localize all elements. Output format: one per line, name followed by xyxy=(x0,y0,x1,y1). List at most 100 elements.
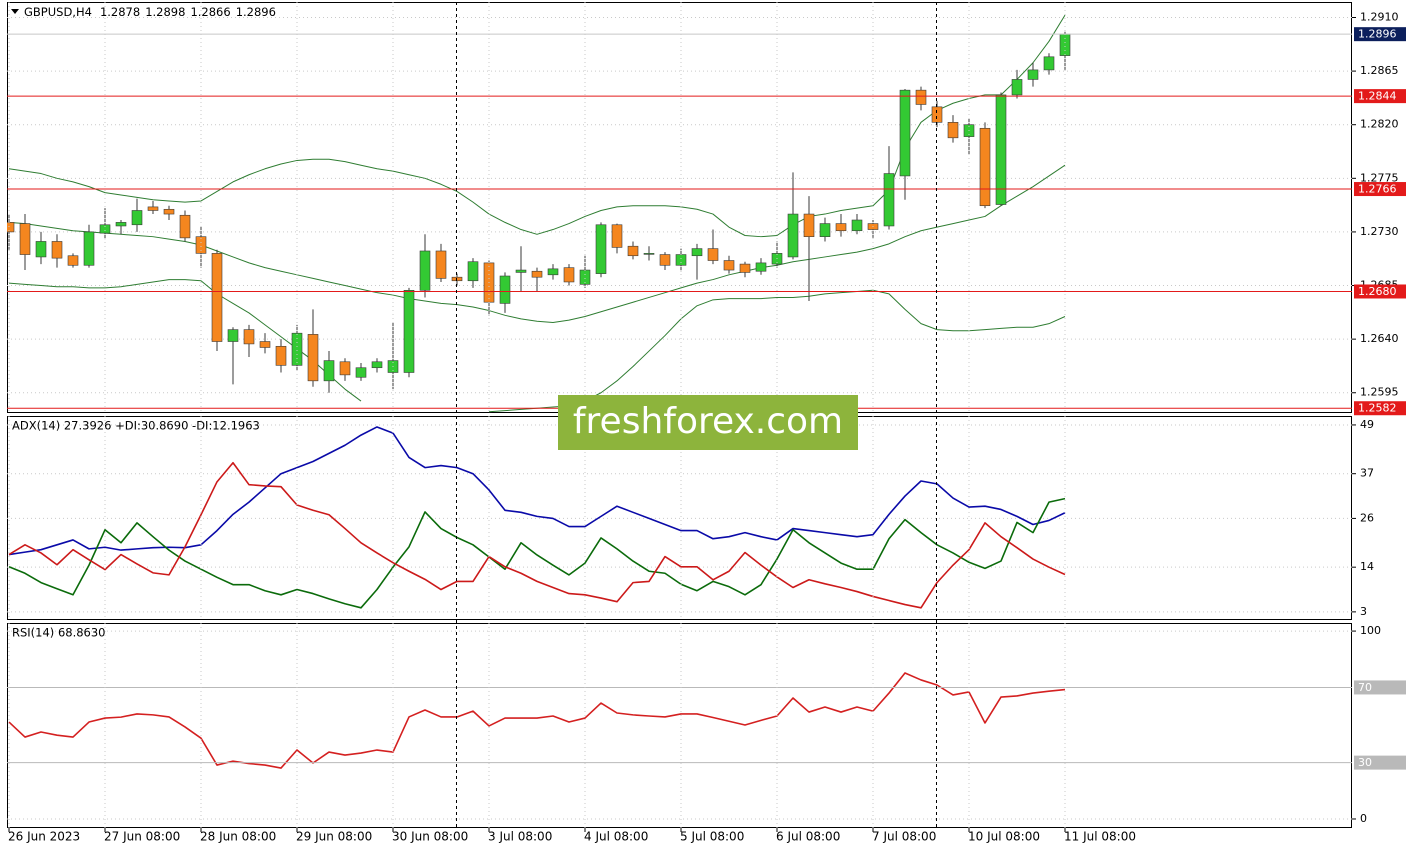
candle-body xyxy=(531,270,543,278)
y-tick-label: 1.2595 xyxy=(1360,386,1399,399)
x-tick-label: 30 Jun 08:00 xyxy=(392,830,468,843)
x-tick-label: 28 Jun 08:00 xyxy=(200,830,276,843)
x-tick-label: 29 Jun 08:00 xyxy=(296,830,372,843)
candle-body xyxy=(563,267,575,283)
candle-body xyxy=(979,127,991,207)
y-tick-label: 100 xyxy=(1360,624,1381,637)
y-tick-label: 3 xyxy=(1360,605,1367,618)
candle-body xyxy=(35,241,47,258)
level-box xyxy=(1354,680,1406,695)
candle-body xyxy=(675,254,687,266)
candle-body xyxy=(51,241,63,259)
candle-body xyxy=(163,208,175,215)
pane-title: ADX(14) 27.3926 +DI:30.8690 -DI:12.1963 xyxy=(12,419,260,433)
candle-body xyxy=(259,341,271,348)
candle-body xyxy=(195,236,207,254)
candle-body xyxy=(179,214,191,239)
level-label: 30 xyxy=(1358,756,1372,769)
y-tick-label: 1.2730 xyxy=(1360,225,1399,238)
candle-body xyxy=(899,89,911,177)
x-tick-label: 3 Jul 08:00 xyxy=(488,830,552,843)
level-box xyxy=(1354,401,1406,416)
candle-body xyxy=(659,254,671,266)
candle-body xyxy=(403,289,415,373)
x-tick-label: 4 Jul 08:00 xyxy=(584,830,648,843)
x-tick-label: 7 Jul 08:00 xyxy=(872,830,936,843)
candle-body xyxy=(1011,79,1023,96)
watermark-text: freshforex.com xyxy=(573,401,843,442)
candle-body xyxy=(755,262,767,272)
menu-arrow[interactable] xyxy=(11,9,19,14)
last-price-box xyxy=(1354,27,1406,42)
candle-body xyxy=(115,222,127,227)
y-tick-label: 37 xyxy=(1360,467,1374,480)
candle-body xyxy=(499,275,511,304)
candle-body xyxy=(291,332,303,366)
watermark-box xyxy=(558,395,858,450)
candle-body xyxy=(131,210,143,226)
line-series xyxy=(8,461,1066,609)
candle-body xyxy=(723,260,735,271)
pane-title: RSI(14) 68.8630 xyxy=(12,626,106,640)
x-tick-label: 6 Jul 08:00 xyxy=(776,830,840,843)
line-series xyxy=(8,672,1066,769)
candle-body xyxy=(691,248,703,257)
line-series xyxy=(8,497,1066,609)
candle-body xyxy=(1027,69,1039,80)
candle-body xyxy=(707,248,719,261)
candle-body xyxy=(323,360,335,382)
candle-body xyxy=(1059,33,1071,56)
y-tick-label: 1.2910 xyxy=(1360,10,1399,23)
header: GBPUSD,H4 1.2878 1.2898 1.2866 1.2896 xyxy=(24,5,276,19)
candle-body xyxy=(643,253,655,255)
level-box xyxy=(1354,182,1406,197)
candle-body xyxy=(243,329,255,345)
y-tick-label: 14 xyxy=(1360,560,1374,573)
level-label: 1.2844 xyxy=(1358,90,1397,103)
y-tick-label: 0 xyxy=(1360,812,1367,825)
candle-body xyxy=(627,245,639,257)
candle-body xyxy=(227,329,239,342)
pane-plot xyxy=(7,14,1352,413)
candle-body xyxy=(99,224,111,234)
high-value: 1.2898 xyxy=(145,5,185,19)
x-tick-label: 5 Jul 08:00 xyxy=(680,830,744,843)
candle-body xyxy=(787,213,799,258)
candle-body xyxy=(1043,56,1055,71)
level-label: 1.2582 xyxy=(1358,402,1397,415)
level-box xyxy=(1354,755,1406,770)
candle-body xyxy=(371,361,383,369)
level-label: 1.2766 xyxy=(1358,183,1397,196)
candle-body xyxy=(211,253,223,342)
candle-body xyxy=(835,223,847,232)
y-tick-label: 1.2775 xyxy=(1360,171,1399,184)
candle-body xyxy=(19,223,31,255)
candle-body xyxy=(611,224,623,248)
close-value: 1.2896 xyxy=(236,5,276,19)
plot-layer: 1.29101.28651.28201.27751.27301.26851.26… xyxy=(7,2,1406,843)
candle-body xyxy=(851,219,863,232)
candle-body xyxy=(915,89,927,105)
pane-plot xyxy=(7,630,1352,820)
x-tick-label: 27 Jun 08:00 xyxy=(104,830,180,843)
level-label: 70 xyxy=(1358,681,1372,694)
candle-body xyxy=(547,268,559,276)
level-box xyxy=(1354,284,1406,299)
y-tick-label: 1.2820 xyxy=(1360,118,1399,131)
x-tick-label: 11 Jul 08:00 xyxy=(1064,830,1136,843)
candle-body xyxy=(819,223,831,237)
level-label: 1.2680 xyxy=(1358,285,1397,298)
candle-body xyxy=(419,250,431,291)
rsi-pane xyxy=(7,623,1352,828)
y-tick-label: 49 xyxy=(1360,418,1374,431)
candle-body xyxy=(307,334,319,382)
watermark: freshforex.com xyxy=(558,395,858,450)
open-value: 1.2878 xyxy=(100,5,140,19)
candle-body xyxy=(595,224,607,274)
candle-body xyxy=(995,94,1007,205)
symbol: GBPUSD,H4 xyxy=(24,5,92,19)
candle-body xyxy=(275,345,287,366)
y-tick-label: 26 xyxy=(1360,511,1374,524)
